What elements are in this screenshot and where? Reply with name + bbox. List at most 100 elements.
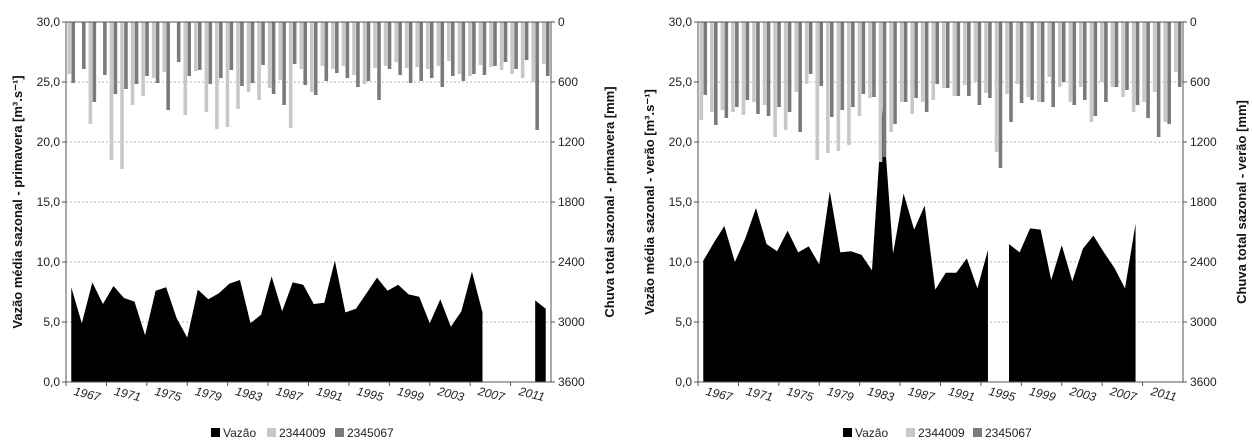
rain-bar-2345067 <box>903 22 908 102</box>
rain-bar-2345067 <box>197 22 202 70</box>
rain-bar-2345067 <box>124 22 128 89</box>
rain-bar-2345067 <box>250 22 255 83</box>
rain-bar-2344009 <box>1005 22 1009 94</box>
rain-bar-2344009 <box>394 22 398 62</box>
rain-bar-2344009 <box>531 22 536 82</box>
rain-bar-2345067 <box>482 22 487 75</box>
chart-verao: 0,0 5,0 10,0 15,0 20,0 25,0 30,0 0 600 1200 1800 24… <box>642 15 1249 404</box>
rain-bar-2344009 <box>815 22 820 160</box>
flow-area-segment <box>535 300 546 382</box>
rain-bar-2344009 <box>857 22 862 116</box>
rain-bar-2345067 <box>145 22 149 76</box>
y-tick-label-left: 30,0 <box>37 15 61 29</box>
rain-bar-2344009 <box>1131 22 1136 112</box>
rain-bar-2345067 <box>1009 22 1013 122</box>
rain-bar-2345067 <box>408 22 413 83</box>
rain-bar-2345067 <box>303 22 307 85</box>
rain-bar-2345067 <box>1135 22 1140 105</box>
rain-bar-2344009 <box>278 22 282 80</box>
rain-bar-2344009 <box>520 22 525 78</box>
legend-label-2345067: 2345067 <box>985 426 1032 440</box>
rain-bar-2344009 <box>130 22 135 105</box>
rain-bar-2345067 <box>851 22 855 107</box>
x-tick-label: 1979 <box>826 384 856 404</box>
rain-bar-2344009 <box>984 22 988 93</box>
rain-bar-2345067 <box>187 22 192 76</box>
rain-bar-2345067 <box>229 22 234 70</box>
rain-bar-2345067 <box>956 22 961 96</box>
rain-bar-2344009 <box>920 22 925 102</box>
rain-bar-2344009 <box>994 22 999 152</box>
legend-label-2344009: 2344009 <box>918 426 965 440</box>
rain-bar-2344009 <box>510 22 514 74</box>
rain-bar-2345067 <box>261 22 265 65</box>
y-tick-label-left: 25,0 <box>669 75 693 89</box>
rain-bar-2344009 <box>425 22 430 69</box>
rain-bar-2345067 <box>271 22 276 94</box>
rain-bar-2345067 <box>808 22 813 74</box>
rain-bar-2344009 <box>109 22 114 160</box>
rain-bar-2345067 <box>882 22 887 157</box>
rain-bar-2345067 <box>103 22 107 75</box>
rain-bar-2345067 <box>1093 22 1098 116</box>
x-tick-label: 1967 <box>705 384 736 404</box>
rain-bar-2344009 <box>752 22 756 102</box>
rain-bar-2344009 <box>1068 22 1073 102</box>
rain-bar-2344009 <box>478 22 483 65</box>
rain-bar-2344009 <box>931 22 936 100</box>
rain-bar-2345067 <box>472 22 476 74</box>
rain-bar-2345067 <box>493 22 497 66</box>
y-tick-label-left: 5,0 <box>43 315 60 329</box>
rain-bar-2344009 <box>762 22 767 105</box>
rain-bar-2344009 <box>973 22 978 82</box>
rain-bar-2345067 <box>1146 22 1150 118</box>
rain-bar-2345067 <box>377 22 381 100</box>
y-tick-label-left: 20,0 <box>37 135 61 149</box>
rain-bar-2344009 <box>373 22 377 68</box>
y-tick-label-right: 1200 <box>1190 135 1217 149</box>
rain-bar-2345067 <box>166 22 170 110</box>
rain-bar-2344009 <box>457 22 462 74</box>
rain-bar-2344009 <box>899 22 904 102</box>
rain-bar-2345067 <box>1104 22 1108 102</box>
y-tick-label-right: 3000 <box>558 315 585 329</box>
rain-bar-2344009 <box>541 22 546 64</box>
rain-bar-2344009 <box>288 22 293 128</box>
y-tick-label-left: 20,0 <box>669 135 693 149</box>
rain-bar-2344009 <box>436 22 441 66</box>
rain-bar-2345067 <box>1019 22 1024 103</box>
rain-bar-2345067 <box>977 22 982 105</box>
x-tick-label: 1991 <box>315 384 344 404</box>
x-tick-label: 2011 <box>1149 384 1178 404</box>
rain-bar-2345067 <box>872 22 876 97</box>
rain-bar-2344009 <box>183 22 188 115</box>
rain-bar-2345067 <box>134 22 139 84</box>
rain-bar-2344009 <box>963 22 967 85</box>
x-tick-label: 1995 <box>987 384 1017 404</box>
rain-bar-2345067 <box>419 22 423 81</box>
legend-swatch-vazao <box>211 428 220 437</box>
x-tick-label: 1971 <box>745 384 774 404</box>
rain-bar-2345067 <box>745 22 750 100</box>
rain-bar-2345067 <box>766 22 771 116</box>
rain-bar-2345067 <box>503 22 508 62</box>
rain-bar-2344009 <box>1089 22 1094 122</box>
rain-bar-2345067 <box>545 22 550 76</box>
rain-bar-2344009 <box>1110 22 1115 87</box>
rain-bar-2344009 <box>741 22 746 115</box>
rain-bar-2345067 <box>219 22 223 78</box>
rain-bar-2345067 <box>724 22 729 118</box>
rain-bar-2345067 <box>935 22 939 84</box>
rain-bar-2344009 <box>267 22 272 88</box>
x-tick-label: 1995 <box>355 384 385 404</box>
y-tick-label-left: 0,0 <box>675 375 692 389</box>
x-tick-label: 1979 <box>194 384 224 404</box>
y-tick-label-left: 15,0 <box>669 195 693 209</box>
flow-area-segment <box>703 108 988 383</box>
legend-swatch-2345067 <box>335 428 344 437</box>
rain-bar-2344009 <box>257 22 261 100</box>
x-tick-label: 2007 <box>476 384 508 405</box>
legend-primavera: Vazão 2344009 2345067 <box>211 426 394 440</box>
rain-bar-2344009 <box>1163 22 1168 122</box>
